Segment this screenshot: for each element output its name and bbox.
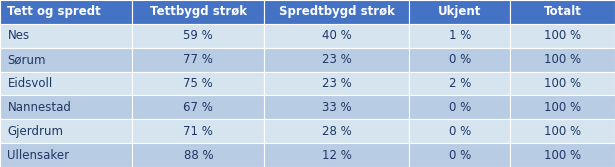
Bar	[0, 119, 132, 143]
Bar	[132, 72, 264, 95]
Text: 75 %: 75 %	[183, 77, 213, 90]
Text: 88 %: 88 %	[183, 149, 213, 161]
Bar	[0, 0, 132, 24]
Text: Nes: Nes	[7, 29, 30, 42]
Text: 23 %: 23 %	[322, 53, 352, 66]
Bar	[510, 0, 615, 24]
Bar	[409, 24, 510, 48]
Bar	[409, 143, 510, 167]
Text: 0 %: 0 %	[448, 101, 471, 114]
Text: 100 %: 100 %	[544, 149, 581, 161]
Text: 23 %: 23 %	[322, 77, 352, 90]
Text: 0 %: 0 %	[448, 125, 471, 138]
Bar	[0, 143, 132, 167]
Text: 40 %: 40 %	[322, 29, 352, 42]
Text: 100 %: 100 %	[544, 101, 581, 114]
Text: 28 %: 28 %	[322, 125, 352, 138]
Bar	[264, 72, 409, 95]
Bar	[264, 0, 409, 24]
Bar	[0, 24, 132, 48]
Bar	[132, 24, 264, 48]
Bar	[409, 72, 510, 95]
Text: Eidsvoll: Eidsvoll	[7, 77, 53, 90]
Text: 0 %: 0 %	[448, 53, 471, 66]
Bar	[510, 143, 615, 167]
Bar	[510, 72, 615, 95]
Bar	[264, 24, 409, 48]
Bar	[132, 0, 264, 24]
Text: 77 %: 77 %	[183, 53, 213, 66]
Text: Totalt: Totalt	[544, 6, 582, 18]
Text: Ullensaker: Ullensaker	[7, 149, 69, 161]
Text: 100 %: 100 %	[544, 77, 581, 90]
Bar	[0, 95, 132, 119]
Bar	[409, 119, 510, 143]
Bar	[264, 95, 409, 119]
Text: 59 %: 59 %	[183, 29, 213, 42]
Text: Tettbygd strøk: Tettbygd strøk	[150, 6, 247, 18]
Bar	[510, 95, 615, 119]
Bar	[132, 119, 264, 143]
Text: 1 %: 1 %	[448, 29, 471, 42]
Bar	[264, 143, 409, 167]
Text: Spredtbygd strøk: Spredtbygd strøk	[279, 6, 395, 18]
Bar	[132, 143, 264, 167]
Text: Ukjent: Ukjent	[438, 6, 482, 18]
Bar	[510, 24, 615, 48]
Text: 12 %: 12 %	[322, 149, 352, 161]
Text: 100 %: 100 %	[544, 125, 581, 138]
Text: Nannestad: Nannestad	[7, 101, 71, 114]
Text: 100 %: 100 %	[544, 53, 581, 66]
Bar	[264, 48, 409, 72]
Bar	[409, 48, 510, 72]
Text: 71 %: 71 %	[183, 125, 213, 138]
Text: 100 %: 100 %	[544, 29, 581, 42]
Bar	[409, 95, 510, 119]
Bar	[264, 119, 409, 143]
Bar	[409, 0, 510, 24]
Text: Gjerdrum: Gjerdrum	[7, 125, 63, 138]
Bar	[132, 48, 264, 72]
Text: Tett og spredt: Tett og spredt	[7, 6, 101, 18]
Text: Sørum: Sørum	[7, 53, 46, 66]
Text: 0 %: 0 %	[448, 149, 471, 161]
Text: 2 %: 2 %	[448, 77, 471, 90]
Text: 67 %: 67 %	[183, 101, 213, 114]
Bar	[0, 48, 132, 72]
Text: 33 %: 33 %	[322, 101, 352, 114]
Bar	[510, 119, 615, 143]
Bar	[510, 48, 615, 72]
Bar	[132, 95, 264, 119]
Bar	[0, 72, 132, 95]
